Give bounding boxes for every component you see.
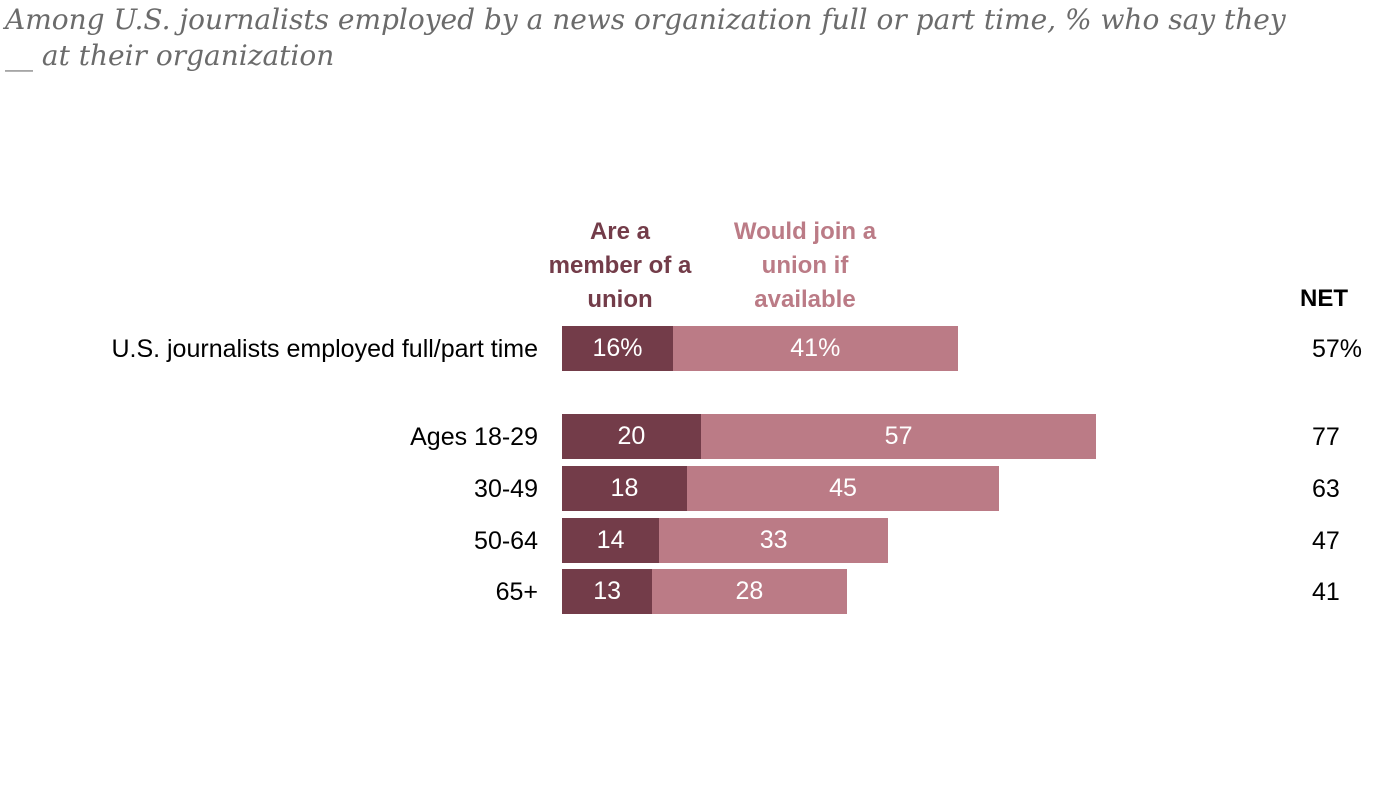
bar-member: 14	[562, 518, 660, 563]
net-header: NET	[1300, 285, 1348, 312]
data-label: 33	[759, 526, 788, 554]
data-label: 45	[829, 474, 857, 502]
data-label: 20	[617, 422, 646, 450]
net-value: 63	[1312, 475, 1340, 503]
net-value: 77	[1312, 423, 1340, 451]
category-label: U.S. journalists employed full/part time	[111, 335, 538, 363]
data-label: 14	[596, 526, 625, 554]
legend-would-join: Would join a union if available	[733, 218, 877, 313]
category-label: 50-64	[474, 527, 538, 555]
data-label: 41%	[790, 334, 841, 362]
net-value: 47	[1312, 527, 1340, 555]
bar-would-join: 57	[700, 414, 1097, 459]
data-label: 16%	[592, 334, 643, 362]
bar-member: 13	[562, 569, 653, 614]
legend-member: Are a member of a union	[548, 218, 692, 313]
net-value: 41	[1312, 578, 1340, 606]
data-label: 28	[735, 577, 764, 605]
bar-would-join: 28	[652, 569, 847, 614]
data-label: 18	[610, 474, 639, 502]
bar-would-join: 45	[686, 466, 1000, 511]
category-label: 65+	[495, 578, 538, 606]
bar-would-join: 41%	[673, 326, 958, 371]
net-value: 57%	[1312, 335, 1363, 363]
chart-subtitle: Among U.S. journalists employed by a new…	[5, 3, 1286, 72]
bar-member: 18	[562, 466, 687, 511]
data-label: 13	[593, 577, 622, 605]
bar-member: 16%	[562, 326, 674, 371]
bar-would-join: 33	[659, 518, 889, 563]
bar-member: 20	[562, 414, 701, 459]
category-label: 30-49	[474, 475, 538, 503]
category-label: Ages 18-29	[410, 423, 538, 451]
data-label: 57	[884, 422, 913, 450]
